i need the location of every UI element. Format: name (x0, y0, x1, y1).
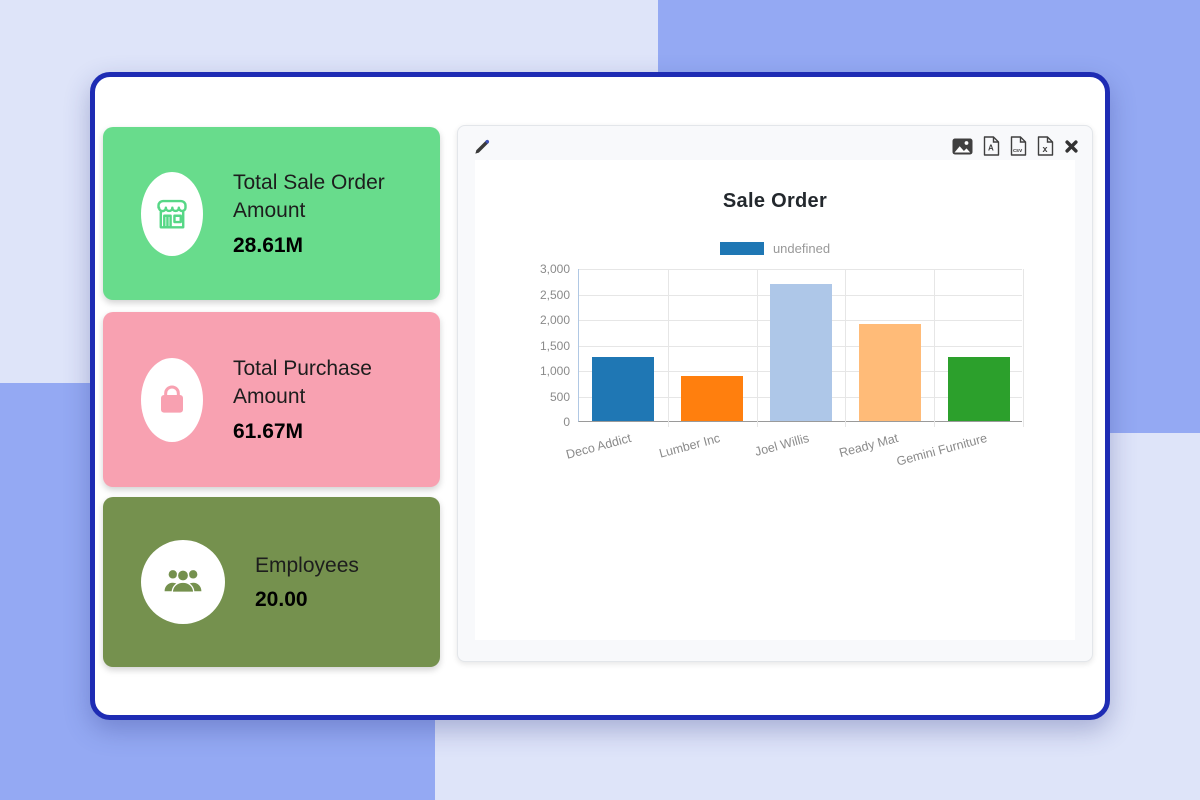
kpi-title: Employees (255, 553, 359, 577)
close-icon[interactable] (1064, 139, 1079, 154)
svg-text:A: A (988, 144, 994, 153)
chart-legend[interactable]: undefined (475, 241, 1075, 256)
bar-joel-willis[interactable] (770, 284, 832, 421)
dashboard-window: Total Sale Order Amount 28.61M Total Pur… (90, 72, 1110, 720)
y-axis-tick: 500 (549, 389, 570, 404)
x-axis-label: Joel Willis (753, 431, 811, 459)
y-axis-tick: 1,500 (539, 338, 570, 353)
x-axis-label: Ready Mat (837, 431, 900, 461)
export-image-icon[interactable] (952, 138, 973, 155)
v-gridline (934, 269, 936, 427)
kpi-title: Total Purchase Amount (233, 357, 372, 408)
kpi-icon-circle (141, 540, 225, 624)
bar-lumber-inc[interactable] (681, 376, 744, 421)
v-gridline (756, 269, 758, 427)
kpi-value: 28.61M (233, 233, 304, 257)
y-axis-tick: 1,000 (539, 364, 570, 378)
chart-area: Sale Order undefined 3,000 2,500 2,000 1,50… (475, 160, 1075, 640)
y-axis-tick: 0 (563, 415, 570, 429)
kpi-title: Total Sale Order Amount (233, 171, 385, 222)
x-axis-label: Gemini Furniture (894, 431, 989, 469)
svg-text:x: x (1043, 144, 1048, 154)
kpi-icon-circle (141, 357, 203, 442)
x-axis-label: Deco Addict (564, 431, 634, 462)
bar-gemini-furniture[interactable] (947, 357, 1010, 421)
people-group-icon (160, 559, 206, 605)
export-pdf-icon[interactable]: A (983, 136, 1000, 156)
svg-text:csv: csv (1013, 148, 1023, 154)
chart-panel: A csv x (457, 125, 1093, 662)
kpi-card-total-purchase[interactable]: Total Purchase Amount 61.67M (103, 312, 440, 487)
kpi-value: 20.00 (255, 588, 308, 612)
y-axis: 3,000 2,500 2,000 1,500 1,000 500 0 (475, 262, 574, 429)
store-icon (151, 193, 193, 235)
bar-deco-addict[interactable] (592, 357, 655, 421)
plot-area: Deco Addict Lumber Inc Joel Willis Ready Ma… (565, 269, 1024, 469)
legend-label: undefined (772, 241, 831, 256)
x-axis-label: Lumber Inc (657, 431, 722, 461)
kpi-card-total-sale-order[interactable]: Total Sale Order Amount 28.61M (103, 127, 440, 300)
edit-pencil-icon[interactable] (473, 137, 492, 161)
y-axis-tick: 2,000 (539, 313, 570, 327)
y-axis-tick: 3,000 (539, 262, 570, 276)
export-xls-icon[interactable]: x (1037, 136, 1054, 156)
export-toolbar: A csv x (952, 136, 1079, 156)
kpi-icon-circle (141, 171, 203, 256)
v-gridline (667, 269, 669, 427)
shopping-bag-icon (152, 380, 192, 420)
bar-ready-mat[interactable] (858, 324, 921, 421)
y-axis-tick: 2,500 (539, 287, 570, 302)
kpi-value: 61.67M (233, 419, 304, 443)
v-gridline (845, 269, 847, 427)
h-gridline (579, 269, 1022, 270)
legend-swatch[interactable] (719, 242, 764, 255)
export-csv-icon[interactable]: csv (1010, 136, 1027, 156)
chart-title: Sale Order (722, 190, 828, 212)
kpi-card-employees[interactable]: Employees 20.00 (103, 497, 440, 667)
v-gridline (1023, 269, 1024, 427)
